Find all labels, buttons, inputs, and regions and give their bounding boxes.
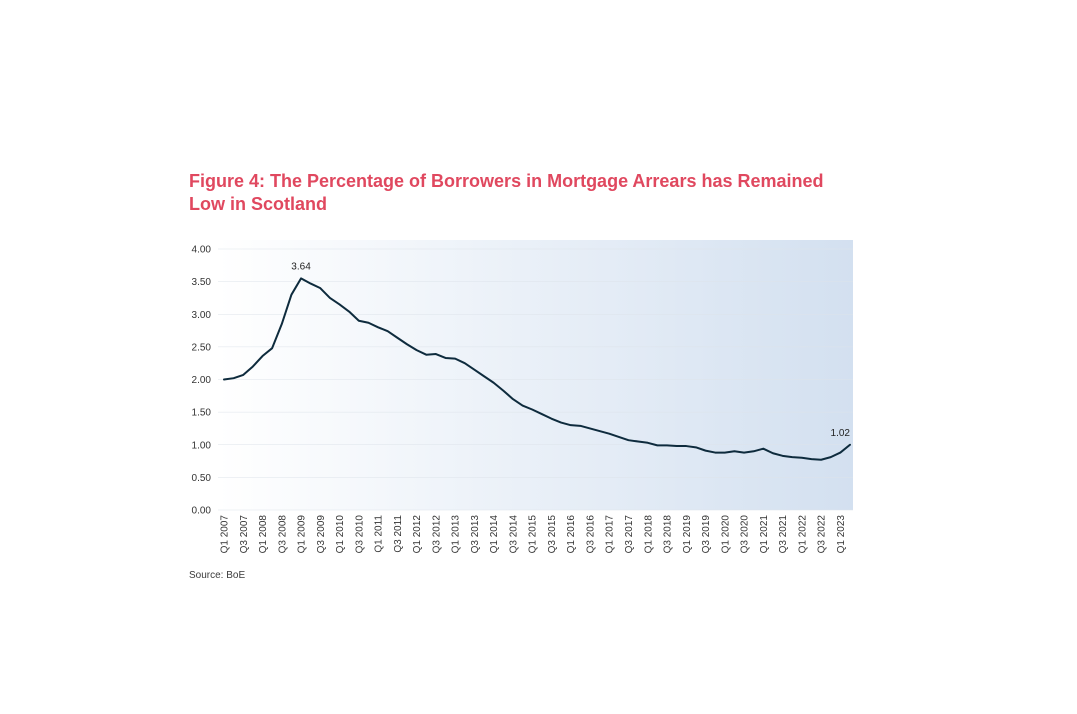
y-tick-label: 4.00 [192,245,212,256]
x-tick-label: Q1 2015 [528,515,539,554]
x-tick-label: Q1 2019 [682,515,693,554]
y-tick-label: 0.00 [192,506,212,517]
x-tick-label: Q1 2017 [605,515,616,554]
x-tick-label: Q1 2011 [374,515,385,553]
x-tick-label: Q3 2019 [701,515,712,554]
x-tick-label: Q1 2018 [643,515,654,554]
x-tick-label: Q1 2009 [297,515,308,554]
x-tick-label: Q3 2007 [239,515,250,554]
source-note: Source: BoE [189,570,246,581]
x-tick-label: Q1 2010 [335,515,346,554]
x-tick-label: Q3 2014 [508,515,519,554]
x-tick-label: Q1 2012 [412,515,423,554]
series-line [223,277,851,461]
x-tick-label: Q1 2014 [489,515,500,554]
x-tick-label: Q1 2022 [797,515,808,554]
plot-background [218,240,853,510]
x-tick-label: Q1 2013 [451,515,462,554]
y-tick-label: 2.00 [192,375,212,386]
grid-lines [218,248,853,511]
x-tick-label: Q1 2007 [220,515,231,554]
x-tick-label: Q1 2016 [566,515,577,554]
y-tick-label: 0.50 [192,473,212,484]
y-tick-label: 2.50 [192,342,212,353]
x-tick-label: Q3 2018 [663,515,674,554]
y-tick-label: 3.50 [192,277,212,288]
chart-title: Figure 4: The Percentage of Borrowers in… [189,171,824,214]
x-tick-label: Q3 2020 [740,515,751,554]
x-tick-label: Q1 2023 [836,515,847,554]
line-chart: 0.00 0.50 1.00 1.50 2.00 2.50 3.00 3.50 4.00 Q1 … [192,240,853,554]
y-tick-label: 3.00 [192,310,212,321]
data-label: 3.64 [291,261,311,272]
y-axis-ticks: 0.00 0.50 1.00 1.50 2.00 2.50 3.00 3.50 4.00 [192,245,212,517]
x-tick-label: Q1 2008 [258,515,269,554]
x-tick-label: Q3 2010 [354,515,365,554]
x-tick-label: Q3 2022 [817,515,828,554]
x-tick-label: Q3 2012 [431,515,442,554]
x-tick-label: Q1 2020 [720,515,731,554]
x-tick-label: Q3 2008 [277,515,288,554]
data-annotations: 3.64 1.02 [291,261,850,438]
x-tick-label: Q3 2009 [316,515,327,554]
y-tick-label: 1.00 [192,440,212,451]
data-label: 1.02 [831,428,851,439]
x-tick-label: Q1 2021 [759,515,770,554]
x-tick-label: Q3 2021 [778,515,789,554]
x-tick-label: Q3 2013 [470,515,481,554]
x-tick-label: Q3 2011 [393,515,404,553]
x-tick-label: Q3 2016 [585,515,596,554]
x-tick-label: Q3 2017 [624,515,635,554]
x-tick-label: Q3 2015 [547,515,558,554]
y-tick-label: 1.50 [192,408,212,419]
x-axis-ticks: Q1 2007 Q3 2007 Q1 2008 Q3 2008 Q1 2009 Q3 20… [220,515,847,554]
